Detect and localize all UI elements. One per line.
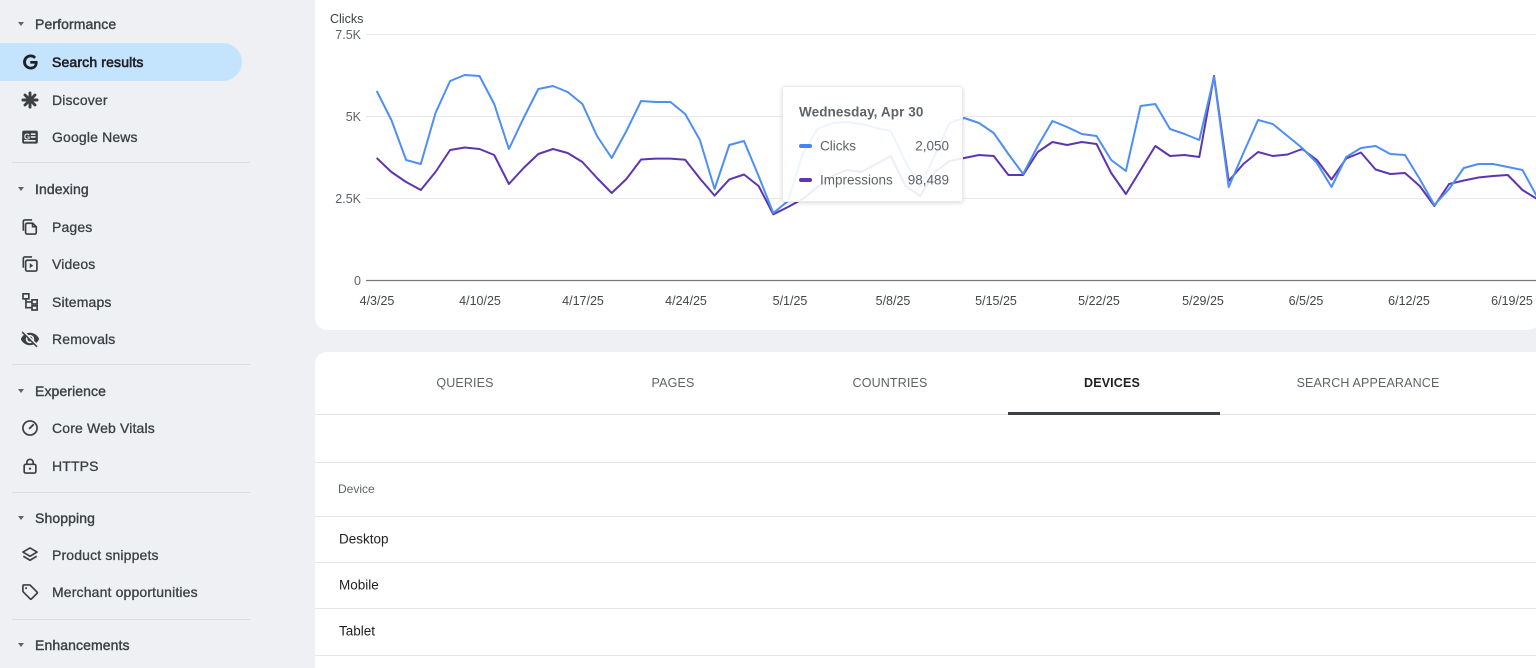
- svg-text:G: G: [24, 132, 30, 141]
